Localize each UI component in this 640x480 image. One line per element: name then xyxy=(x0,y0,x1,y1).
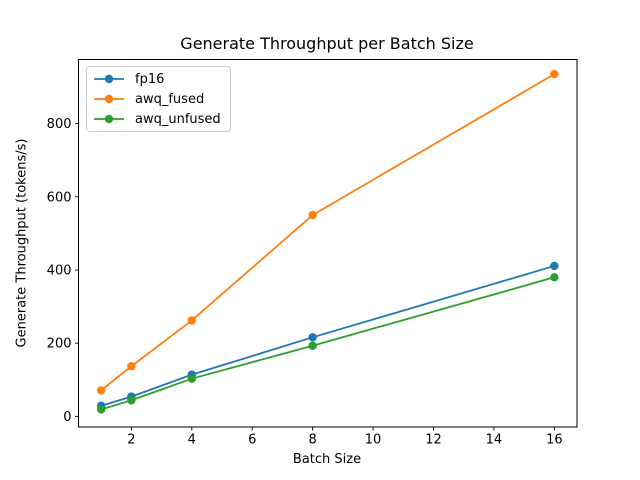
y-tick-label: 0 xyxy=(63,410,71,425)
legend-marker-awq_fused-icon xyxy=(94,94,124,104)
x-tick-label: 10 xyxy=(365,433,382,448)
legend-label: fp16 xyxy=(135,71,165,87)
series-line-awq_unfused xyxy=(100,276,555,411)
y-axis-label: Generate Throughput (tokens/s) xyxy=(14,138,30,348)
x-axis-label: Batch Size xyxy=(292,452,362,467)
data-point-awq_unfused xyxy=(187,374,196,383)
y-tick-label: 600 xyxy=(47,190,72,205)
legend-item-fp16: fp16 xyxy=(93,69,221,89)
data-point-awq_fused xyxy=(187,316,196,325)
legend-marker-awq_unfused-icon xyxy=(94,114,124,124)
x-tick-label: 16 xyxy=(546,433,563,448)
legend-label: awq_unfused xyxy=(135,111,221,127)
legend: fp16 awq_fused awq_unfused xyxy=(86,66,231,132)
x-tick-label: 2 xyxy=(127,433,135,448)
legend-item-awq_fused: awq_fused xyxy=(93,89,221,109)
legend-marker-fp16-icon xyxy=(94,74,124,84)
x-tick-label: 8 xyxy=(309,433,317,448)
y-tick-label: 800 xyxy=(47,117,72,132)
x-tick-label: 14 xyxy=(486,433,503,448)
data-point-awq_fused xyxy=(127,362,136,371)
series-line-fp16 xyxy=(100,265,555,407)
data-point-awq_fused xyxy=(308,210,317,220)
y-tick-label: 400 xyxy=(47,263,72,278)
data-point-awq_fused xyxy=(96,386,106,395)
data-point-awq_unfused xyxy=(550,273,559,282)
data-point-awq_fused xyxy=(550,69,559,79)
axes-spines xyxy=(78,59,578,428)
x-tick-label: 12 xyxy=(425,433,442,448)
x-tick-label: 4 xyxy=(188,433,196,448)
data-point-fp16 xyxy=(308,333,317,342)
legend-label: awq_fused xyxy=(135,91,205,107)
x-tick-label: 6 xyxy=(248,433,256,448)
legend-item-awq_unfused: awq_unfused xyxy=(93,109,221,129)
data-point-awq_unfused xyxy=(127,396,136,405)
data-point-awq_unfused xyxy=(96,405,106,414)
data-point-awq_unfused xyxy=(308,341,317,350)
data-point-fp16 xyxy=(550,261,559,271)
y-tick-label: 200 xyxy=(47,337,72,352)
chart-title: Generate Throughput per Batch Size xyxy=(180,34,474,53)
